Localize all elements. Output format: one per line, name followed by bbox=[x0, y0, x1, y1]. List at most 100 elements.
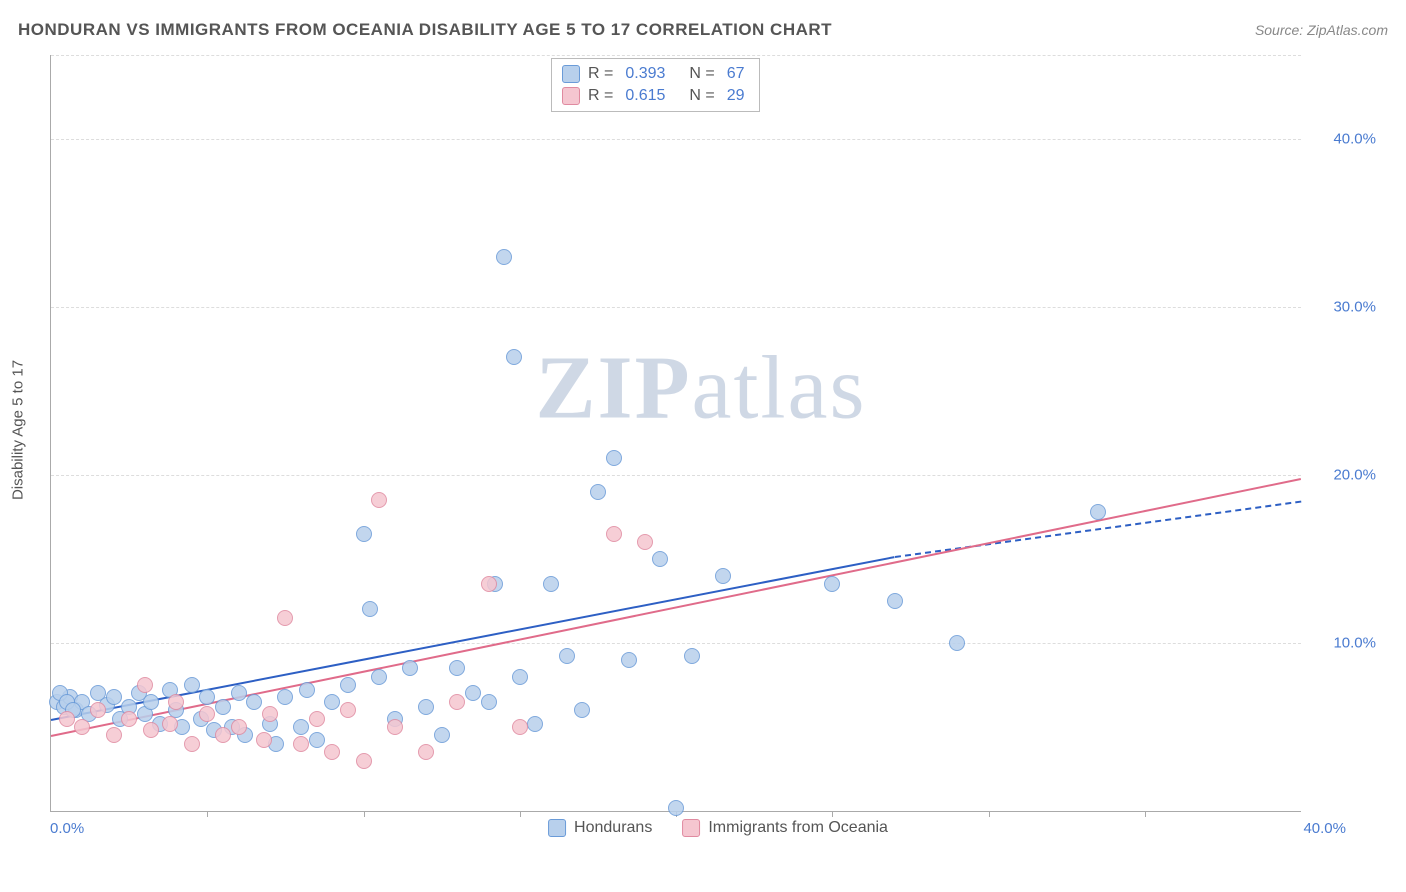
data-point bbox=[199, 706, 215, 722]
data-point bbox=[293, 719, 309, 735]
data-point bbox=[324, 694, 340, 710]
data-point bbox=[231, 719, 247, 735]
data-point bbox=[215, 699, 231, 715]
data-point bbox=[299, 682, 315, 698]
data-point bbox=[465, 685, 481, 701]
data-point bbox=[143, 694, 159, 710]
data-point bbox=[309, 732, 325, 748]
data-point bbox=[309, 711, 325, 727]
data-point bbox=[371, 669, 387, 685]
stats-row: R =0.615N =29 bbox=[562, 85, 749, 107]
x-tick-label: 0.0% bbox=[50, 820, 84, 837]
data-point bbox=[168, 694, 184, 710]
grid-line bbox=[51, 307, 1301, 308]
data-point bbox=[652, 551, 668, 567]
data-point bbox=[184, 677, 200, 693]
chart-header: HONDURAN VS IMMIGRANTS FROM OCEANIA DISA… bbox=[18, 20, 1388, 40]
data-point bbox=[418, 744, 434, 760]
x-tick bbox=[520, 811, 521, 817]
data-point bbox=[340, 702, 356, 718]
data-point bbox=[106, 727, 122, 743]
x-tick bbox=[207, 811, 208, 817]
data-point bbox=[527, 716, 543, 732]
data-point bbox=[340, 677, 356, 693]
data-point bbox=[277, 610, 293, 626]
watermark: ZIPatlas bbox=[536, 336, 867, 439]
data-point bbox=[59, 711, 75, 727]
data-point bbox=[121, 711, 137, 727]
data-point bbox=[887, 593, 903, 609]
data-point bbox=[106, 689, 122, 705]
data-point bbox=[559, 648, 575, 664]
chart-title: HONDURAN VS IMMIGRANTS FROM OCEANIA DISA… bbox=[18, 20, 832, 40]
data-point bbox=[481, 694, 497, 710]
data-point bbox=[371, 492, 387, 508]
data-point bbox=[449, 660, 465, 676]
data-point bbox=[162, 716, 178, 732]
data-point bbox=[246, 694, 262, 710]
data-point bbox=[356, 526, 372, 542]
data-point bbox=[74, 719, 90, 735]
grid-line bbox=[51, 475, 1301, 476]
data-point bbox=[481, 576, 497, 592]
grid-line bbox=[51, 55, 1301, 56]
y-tick-label: 40.0% bbox=[1333, 131, 1376, 148]
legend: Hondurans Immigrants from Oceania bbox=[548, 819, 888, 837]
swatch bbox=[548, 819, 566, 837]
data-point bbox=[362, 601, 378, 617]
data-point bbox=[621, 652, 637, 668]
data-point bbox=[215, 727, 231, 743]
swatch bbox=[562, 87, 580, 105]
data-point bbox=[277, 689, 293, 705]
data-point bbox=[293, 736, 309, 752]
data-point bbox=[184, 736, 200, 752]
x-tick bbox=[832, 811, 833, 817]
x-tick bbox=[364, 811, 365, 817]
chart-container: ZIPatlas R =0.393N =67R =0.615N =29 10.0… bbox=[50, 55, 1386, 842]
data-point bbox=[262, 706, 278, 722]
data-point bbox=[496, 249, 512, 265]
data-point bbox=[137, 677, 153, 693]
data-point bbox=[949, 635, 965, 651]
data-point bbox=[543, 576, 559, 592]
data-point bbox=[824, 576, 840, 592]
data-point bbox=[418, 699, 434, 715]
data-point bbox=[434, 727, 450, 743]
data-point bbox=[449, 694, 465, 710]
legend-item: Hondurans bbox=[548, 819, 652, 837]
data-point bbox=[356, 753, 372, 769]
data-point bbox=[715, 568, 731, 584]
data-point bbox=[684, 648, 700, 664]
data-point bbox=[324, 744, 340, 760]
data-point bbox=[590, 484, 606, 500]
data-point bbox=[1090, 504, 1106, 520]
legend-item: Immigrants from Oceania bbox=[682, 819, 888, 837]
x-tick bbox=[989, 811, 990, 817]
data-point bbox=[90, 702, 106, 718]
data-point bbox=[512, 669, 528, 685]
data-point bbox=[387, 719, 403, 735]
y-tick-label: 20.0% bbox=[1333, 467, 1376, 484]
data-point bbox=[143, 722, 159, 738]
data-point bbox=[512, 719, 528, 735]
data-point bbox=[668, 800, 684, 816]
y-axis-title: Disability Age 5 to 17 bbox=[10, 360, 27, 500]
data-point bbox=[574, 702, 590, 718]
data-point bbox=[606, 450, 622, 466]
x-tick bbox=[1145, 811, 1146, 817]
data-point bbox=[506, 349, 522, 365]
plot-area: ZIPatlas R =0.393N =67R =0.615N =29 bbox=[50, 55, 1301, 812]
grid-line bbox=[51, 139, 1301, 140]
data-point bbox=[199, 689, 215, 705]
stats-box: R =0.393N =67R =0.615N =29 bbox=[551, 58, 760, 112]
data-point bbox=[606, 526, 622, 542]
x-tick-label: 40.0% bbox=[1303, 820, 1346, 837]
y-tick-label: 10.0% bbox=[1333, 635, 1376, 652]
grid-line bbox=[51, 643, 1301, 644]
stats-row: R =0.393N =67 bbox=[562, 63, 749, 85]
data-point bbox=[402, 660, 418, 676]
data-point bbox=[231, 685, 247, 701]
source-credit: Source: ZipAtlas.com bbox=[1255, 22, 1388, 38]
swatch bbox=[682, 819, 700, 837]
data-point bbox=[256, 732, 272, 748]
